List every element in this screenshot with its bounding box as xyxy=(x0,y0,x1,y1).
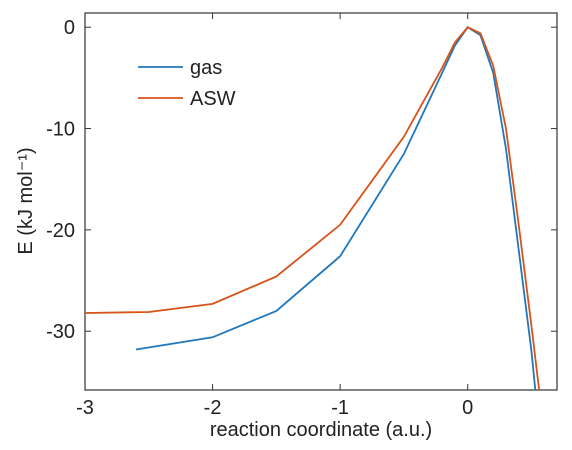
legend-label: ASW xyxy=(190,88,236,110)
x-tick-label: -2 xyxy=(204,397,222,419)
y-tick-label: -10 xyxy=(46,119,75,141)
legend-label: gas xyxy=(190,57,222,79)
x-tick-label: -1 xyxy=(331,397,349,419)
y-axis-label: E (kJ mol⁻¹) xyxy=(15,147,37,254)
y-tick-label: -20 xyxy=(46,220,75,242)
x-tick-label: -3 xyxy=(76,397,94,419)
x-tick-label: 0 xyxy=(462,397,473,419)
y-tick-label: 0 xyxy=(64,17,75,39)
plot-frame xyxy=(84,12,558,391)
line xyxy=(135,25,537,391)
y-tick-label: -30 xyxy=(46,321,75,343)
line xyxy=(84,26,541,391)
x-axis-label: reaction coordinate (a.u.) xyxy=(210,419,432,441)
